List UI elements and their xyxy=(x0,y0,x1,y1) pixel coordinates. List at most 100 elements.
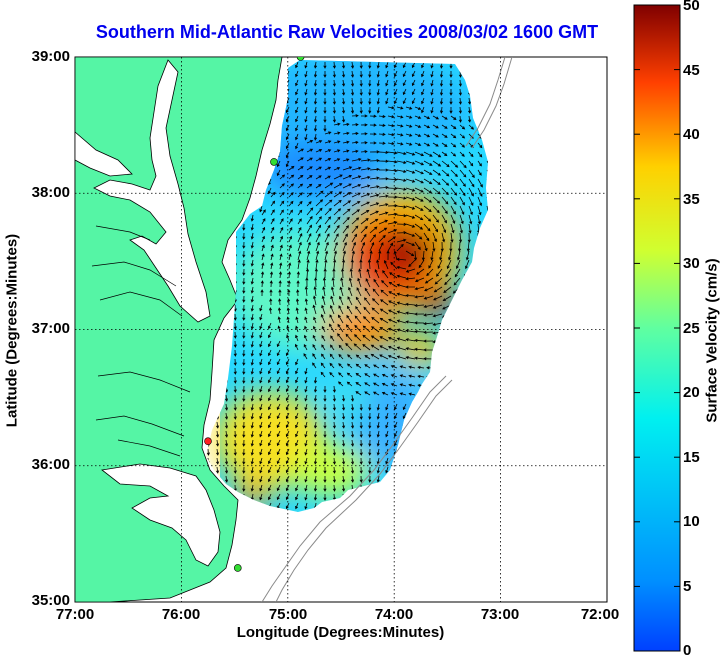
velocity-arrow xyxy=(423,322,434,326)
velocity-arrow xyxy=(313,88,318,96)
velocity-arrow xyxy=(421,106,425,114)
velocity-arrow xyxy=(341,70,346,78)
velocity-arrow xyxy=(333,131,341,135)
velocity-arrow xyxy=(417,374,425,379)
velocity-arrow xyxy=(350,403,355,411)
velocity-arrow xyxy=(360,158,371,162)
velocity-arrow xyxy=(304,475,308,483)
velocity-arrow xyxy=(224,466,229,474)
velocity-arrow xyxy=(372,391,380,396)
velocity-arrow xyxy=(423,205,432,213)
velocity-arrow xyxy=(459,187,466,197)
velocity-arrow xyxy=(439,70,444,78)
colorbar-tick-label: 30 xyxy=(683,255,700,272)
velocity-arrow xyxy=(279,174,286,180)
velocity-arrow xyxy=(376,430,380,438)
velocity-arrow xyxy=(268,385,272,393)
velocity-arrow xyxy=(233,430,237,438)
velocity-arrow xyxy=(297,183,304,189)
velocity-arrow xyxy=(242,241,246,249)
velocity-arrow xyxy=(233,376,237,384)
velocity-arrow xyxy=(385,97,389,105)
velocity-arrow xyxy=(242,259,246,267)
velocity-arrow xyxy=(373,278,380,288)
velocity-arrow xyxy=(360,175,371,180)
velocity-arrow xyxy=(315,233,321,243)
velocity-arrow xyxy=(477,169,482,176)
velocity-arrow xyxy=(423,339,434,343)
velocity-arrow xyxy=(394,430,398,438)
velocity-arrow xyxy=(414,303,425,308)
velocity-arrow xyxy=(206,448,210,456)
velocity-arrow xyxy=(424,277,434,284)
velocity-arrow xyxy=(385,403,389,411)
velocity-arrow xyxy=(295,403,299,411)
velocity-arrow xyxy=(388,291,398,297)
velocity-arrow xyxy=(387,229,398,234)
velocity-arrow xyxy=(414,295,425,299)
velocity-arrow xyxy=(381,279,389,288)
velocity-arrow xyxy=(459,142,465,148)
velocity-arrow xyxy=(450,151,457,157)
velocity-arrow xyxy=(414,214,424,221)
velocity-arrow xyxy=(441,151,448,157)
velocity-arrow xyxy=(259,430,263,438)
velocity-arrow xyxy=(341,268,345,279)
velocity-arrow xyxy=(448,250,452,261)
velocity-arrow xyxy=(379,317,389,324)
velocity-arrow xyxy=(364,287,371,297)
velocity-arrow xyxy=(423,330,434,334)
velocity-arrow xyxy=(250,466,254,474)
velocity-arrow xyxy=(215,439,220,447)
velocity-arrow xyxy=(224,394,229,402)
velocity-arrow xyxy=(369,114,377,118)
velocity-arrow xyxy=(276,160,281,168)
velocity-arrow xyxy=(360,225,368,234)
velocity-arrow xyxy=(366,268,371,279)
velocity-arrow xyxy=(285,403,290,411)
velocity-arrow xyxy=(270,191,276,198)
velocity-arrow xyxy=(439,97,444,105)
velocity-arrow xyxy=(441,142,448,147)
velocity-arrow xyxy=(408,392,416,396)
velocity-arrow xyxy=(432,133,439,138)
velocity-arrow xyxy=(268,448,272,456)
velocity-arrow xyxy=(323,116,327,123)
velocity-arrow xyxy=(297,218,302,225)
velocity-arrow xyxy=(459,196,465,206)
velocity-arrow xyxy=(313,97,318,105)
velocity-arrow xyxy=(268,493,272,501)
velocity-arrow xyxy=(276,376,281,384)
velocity-arrow xyxy=(332,484,336,492)
velocity-arrow xyxy=(458,232,463,243)
velocity-arrow xyxy=(261,235,265,243)
velocity-arrow xyxy=(276,493,281,501)
velocity-arrow xyxy=(315,166,322,171)
velocity-arrow xyxy=(342,131,350,135)
velocity-arrow xyxy=(359,70,363,78)
velocity-arrow xyxy=(261,218,266,225)
velocity-arrow xyxy=(359,421,363,429)
velocity-arrow xyxy=(331,277,335,288)
velocity-arrow xyxy=(323,71,327,78)
velocity-arrow xyxy=(322,286,326,297)
velocity-arrow xyxy=(351,166,362,171)
velocity-arrow xyxy=(376,97,380,105)
velocity-arrow xyxy=(295,133,299,141)
velocity-arrow xyxy=(449,89,453,96)
velocity-arrow xyxy=(387,160,398,164)
velocity-arrow xyxy=(250,259,254,267)
velocity-arrow xyxy=(342,200,352,207)
velocity-arrow xyxy=(250,403,254,411)
velocity-arrow xyxy=(369,250,373,261)
velocity-arrow xyxy=(424,286,434,292)
velocity-arrow xyxy=(304,106,308,114)
velocity-arrow xyxy=(332,61,336,69)
velocity-arrow xyxy=(324,224,331,234)
velocity-arrow xyxy=(380,289,389,297)
velocity-arrow xyxy=(376,403,380,411)
velocity-arrow xyxy=(242,457,246,465)
velocity-arrow xyxy=(467,97,472,105)
velocity-arrow xyxy=(313,448,318,456)
velocity-arrow xyxy=(396,106,404,110)
